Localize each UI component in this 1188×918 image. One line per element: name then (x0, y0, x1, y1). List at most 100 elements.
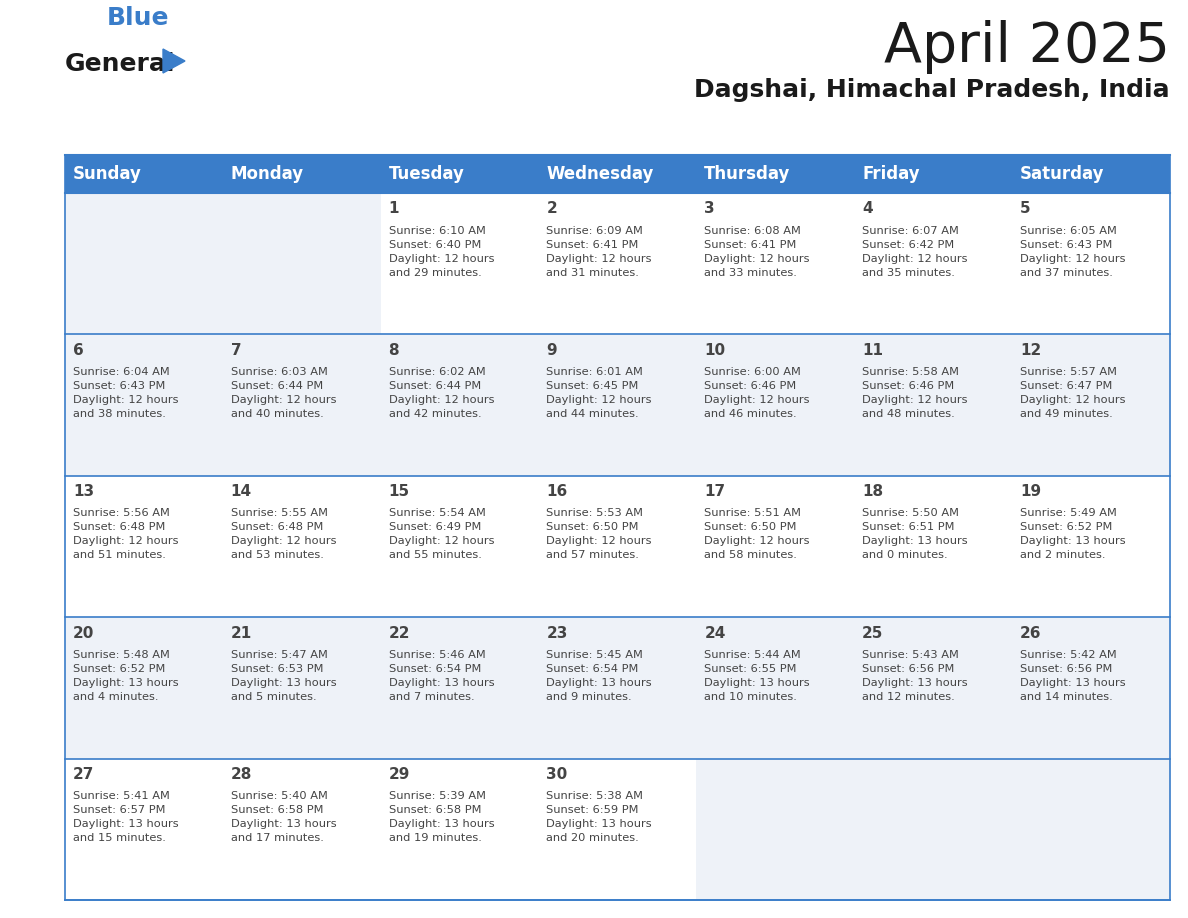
Text: 8: 8 (388, 343, 399, 358)
Text: 1: 1 (388, 201, 399, 217)
Text: 19: 19 (1020, 485, 1041, 499)
Bar (538, 193, 696, 334)
Text: April 2025: April 2025 (884, 20, 1170, 74)
Text: 24: 24 (704, 626, 726, 641)
Bar (223, 193, 380, 334)
Text: 16: 16 (546, 485, 568, 499)
Text: Monday: Monday (230, 165, 304, 183)
Text: Wednesday: Wednesday (546, 165, 653, 183)
Bar (65, 334, 223, 476)
Bar (696, 758, 854, 900)
Text: 13: 13 (72, 485, 94, 499)
Bar (538, 617, 696, 758)
Text: Sunrise: 5:49 AM
Sunset: 6:52 PM
Daylight: 13 hours
and 2 minutes.: Sunrise: 5:49 AM Sunset: 6:52 PM Dayligh… (1020, 509, 1126, 560)
Text: Sunrise: 6:04 AM
Sunset: 6:43 PM
Daylight: 12 hours
and 38 minutes.: Sunrise: 6:04 AM Sunset: 6:43 PM Dayligh… (72, 367, 178, 419)
Text: 14: 14 (230, 485, 252, 499)
Text: 22: 22 (388, 626, 410, 641)
Bar (223, 758, 380, 900)
Text: Sunrise: 6:07 AM
Sunset: 6:42 PM
Daylight: 12 hours
and 35 minutes.: Sunrise: 6:07 AM Sunset: 6:42 PM Dayligh… (862, 226, 968, 277)
Text: 11: 11 (862, 343, 883, 358)
Bar (65, 476, 223, 617)
Text: Sunrise: 5:39 AM
Sunset: 6:58 PM
Daylight: 13 hours
and 19 minutes.: Sunrise: 5:39 AM Sunset: 6:58 PM Dayligh… (388, 791, 494, 843)
Text: 15: 15 (388, 485, 410, 499)
Text: Dagshai, Himachal Pradesh, India: Dagshai, Himachal Pradesh, India (694, 78, 1170, 102)
Bar (1012, 758, 1170, 900)
Text: Tuesday: Tuesday (388, 165, 465, 183)
Text: Sunrise: 5:50 AM
Sunset: 6:51 PM
Daylight: 13 hours
and 0 minutes.: Sunrise: 5:50 AM Sunset: 6:51 PM Dayligh… (862, 509, 968, 560)
Text: Sunrise: 5:55 AM
Sunset: 6:48 PM
Daylight: 12 hours
and 53 minutes.: Sunrise: 5:55 AM Sunset: 6:48 PM Dayligh… (230, 509, 336, 560)
Text: Sunrise: 5:48 AM
Sunset: 6:52 PM
Daylight: 13 hours
and 4 minutes.: Sunrise: 5:48 AM Sunset: 6:52 PM Dayligh… (72, 650, 178, 701)
Text: 9: 9 (546, 343, 557, 358)
Bar (380, 193, 538, 334)
Bar (854, 617, 1012, 758)
Text: 3: 3 (704, 201, 715, 217)
Text: 17: 17 (704, 485, 726, 499)
Text: Sunrise: 5:40 AM
Sunset: 6:58 PM
Daylight: 13 hours
and 17 minutes.: Sunrise: 5:40 AM Sunset: 6:58 PM Dayligh… (230, 791, 336, 843)
Text: 4: 4 (862, 201, 873, 217)
Text: Sunrise: 5:54 AM
Sunset: 6:49 PM
Daylight: 12 hours
and 55 minutes.: Sunrise: 5:54 AM Sunset: 6:49 PM Dayligh… (388, 509, 494, 560)
Text: 29: 29 (388, 767, 410, 782)
Bar (65, 758, 223, 900)
Bar (854, 193, 1012, 334)
Bar (65, 155, 1170, 193)
Text: Sunrise: 6:05 AM
Sunset: 6:43 PM
Daylight: 12 hours
and 37 minutes.: Sunrise: 6:05 AM Sunset: 6:43 PM Dayligh… (1020, 226, 1125, 277)
Text: 10: 10 (704, 343, 726, 358)
Bar (696, 334, 854, 476)
Text: 28: 28 (230, 767, 252, 782)
Text: Sunrise: 6:09 AM
Sunset: 6:41 PM
Daylight: 12 hours
and 31 minutes.: Sunrise: 6:09 AM Sunset: 6:41 PM Dayligh… (546, 226, 652, 277)
Text: 7: 7 (230, 343, 241, 358)
Bar (65, 617, 223, 758)
Text: Sunrise: 6:02 AM
Sunset: 6:44 PM
Daylight: 12 hours
and 42 minutes.: Sunrise: 6:02 AM Sunset: 6:44 PM Dayligh… (388, 367, 494, 419)
Bar (1012, 476, 1170, 617)
Text: Sunrise: 5:46 AM
Sunset: 6:54 PM
Daylight: 13 hours
and 7 minutes.: Sunrise: 5:46 AM Sunset: 6:54 PM Dayligh… (388, 650, 494, 701)
Text: Sunrise: 5:43 AM
Sunset: 6:56 PM
Daylight: 13 hours
and 12 minutes.: Sunrise: 5:43 AM Sunset: 6:56 PM Dayligh… (862, 650, 968, 701)
Bar (854, 476, 1012, 617)
Bar (65, 193, 223, 334)
Text: 6: 6 (72, 343, 83, 358)
Bar (538, 334, 696, 476)
Polygon shape (163, 49, 185, 73)
Text: Sunrise: 5:53 AM
Sunset: 6:50 PM
Daylight: 12 hours
and 57 minutes.: Sunrise: 5:53 AM Sunset: 6:50 PM Dayligh… (546, 509, 652, 560)
Text: Friday: Friday (862, 165, 920, 183)
Text: Sunrise: 5:41 AM
Sunset: 6:57 PM
Daylight: 13 hours
and 15 minutes.: Sunrise: 5:41 AM Sunset: 6:57 PM Dayligh… (72, 791, 178, 843)
Bar (223, 617, 380, 758)
Text: General: General (65, 52, 176, 76)
Text: Sunrise: 5:57 AM
Sunset: 6:47 PM
Daylight: 12 hours
and 49 minutes.: Sunrise: 5:57 AM Sunset: 6:47 PM Dayligh… (1020, 367, 1125, 419)
Text: Sunrise: 6:00 AM
Sunset: 6:46 PM
Daylight: 12 hours
and 46 minutes.: Sunrise: 6:00 AM Sunset: 6:46 PM Dayligh… (704, 367, 810, 419)
Text: Sunrise: 5:58 AM
Sunset: 6:46 PM
Daylight: 12 hours
and 48 minutes.: Sunrise: 5:58 AM Sunset: 6:46 PM Dayligh… (862, 367, 968, 419)
Bar (223, 476, 380, 617)
Text: Sunrise: 6:08 AM
Sunset: 6:41 PM
Daylight: 12 hours
and 33 minutes.: Sunrise: 6:08 AM Sunset: 6:41 PM Dayligh… (704, 226, 810, 277)
Bar (538, 758, 696, 900)
Bar (380, 758, 538, 900)
Text: Sunday: Sunday (72, 165, 141, 183)
Bar (538, 476, 696, 617)
Text: Saturday: Saturday (1020, 165, 1105, 183)
Text: Sunrise: 6:10 AM
Sunset: 6:40 PM
Daylight: 12 hours
and 29 minutes.: Sunrise: 6:10 AM Sunset: 6:40 PM Dayligh… (388, 226, 494, 277)
Text: 12: 12 (1020, 343, 1042, 358)
Bar (380, 617, 538, 758)
Text: 27: 27 (72, 767, 94, 782)
Text: Sunrise: 5:45 AM
Sunset: 6:54 PM
Daylight: 13 hours
and 9 minutes.: Sunrise: 5:45 AM Sunset: 6:54 PM Dayligh… (546, 650, 652, 701)
Text: 25: 25 (862, 626, 884, 641)
Text: 26: 26 (1020, 626, 1042, 641)
Bar (1012, 617, 1170, 758)
Bar (380, 334, 538, 476)
Bar (696, 476, 854, 617)
Text: 2: 2 (546, 201, 557, 217)
Text: Sunrise: 5:51 AM
Sunset: 6:50 PM
Daylight: 12 hours
and 58 minutes.: Sunrise: 5:51 AM Sunset: 6:50 PM Dayligh… (704, 509, 810, 560)
Bar (1012, 334, 1170, 476)
Bar (223, 334, 380, 476)
Text: Sunrise: 5:44 AM
Sunset: 6:55 PM
Daylight: 13 hours
and 10 minutes.: Sunrise: 5:44 AM Sunset: 6:55 PM Dayligh… (704, 650, 810, 701)
Bar (1012, 193, 1170, 334)
Text: Sunrise: 5:56 AM
Sunset: 6:48 PM
Daylight: 12 hours
and 51 minutes.: Sunrise: 5:56 AM Sunset: 6:48 PM Dayligh… (72, 509, 178, 560)
Text: 5: 5 (1020, 201, 1031, 217)
Bar (854, 334, 1012, 476)
Text: Sunrise: 6:03 AM
Sunset: 6:44 PM
Daylight: 12 hours
and 40 minutes.: Sunrise: 6:03 AM Sunset: 6:44 PM Dayligh… (230, 367, 336, 419)
Text: 21: 21 (230, 626, 252, 641)
Text: 20: 20 (72, 626, 94, 641)
Bar (380, 476, 538, 617)
Text: Sunrise: 5:47 AM
Sunset: 6:53 PM
Daylight: 13 hours
and 5 minutes.: Sunrise: 5:47 AM Sunset: 6:53 PM Dayligh… (230, 650, 336, 701)
Bar (854, 758, 1012, 900)
Text: Thursday: Thursday (704, 165, 791, 183)
Text: 23: 23 (546, 626, 568, 641)
